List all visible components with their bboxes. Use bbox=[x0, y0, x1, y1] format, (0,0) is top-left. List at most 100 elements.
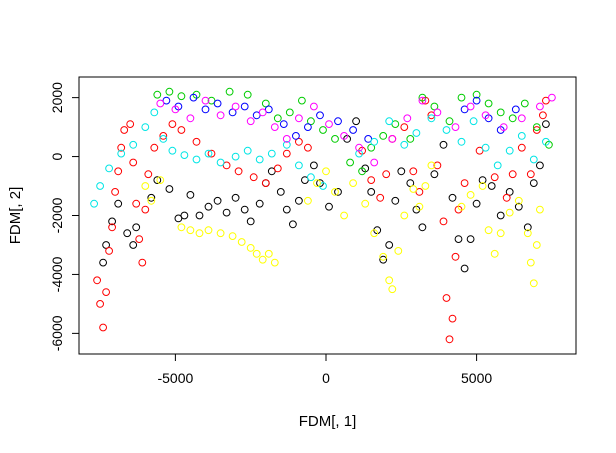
data-point bbox=[451, 123, 460, 131]
data-point bbox=[496, 229, 505, 238]
data-point bbox=[415, 188, 424, 196]
data-point bbox=[526, 258, 535, 267]
data-point bbox=[177, 92, 186, 101]
data-point bbox=[340, 211, 349, 220]
data-point bbox=[307, 117, 315, 126]
data-point bbox=[415, 202, 424, 211]
data-point bbox=[484, 99, 493, 108]
data-point bbox=[352, 117, 361, 126]
data-point bbox=[304, 123, 312, 131]
data-point bbox=[478, 182, 487, 190]
data-point bbox=[216, 229, 225, 238]
data-point bbox=[102, 241, 110, 249]
data-point bbox=[105, 164, 113, 173]
data-point bbox=[264, 105, 273, 114]
data-point bbox=[295, 114, 303, 123]
data-point bbox=[481, 111, 490, 120]
data-point bbox=[144, 170, 153, 179]
data-points bbox=[90, 87, 556, 344]
data-point bbox=[240, 205, 249, 214]
data-point bbox=[490, 249, 499, 258]
data-point bbox=[141, 123, 150, 131]
data-point bbox=[186, 114, 195, 123]
data-point bbox=[433, 108, 442, 117]
data-point bbox=[505, 208, 514, 217]
data-point bbox=[237, 238, 246, 246]
data-point bbox=[252, 249, 261, 258]
data-point bbox=[367, 188, 376, 196]
data-point bbox=[186, 226, 195, 235]
data-point bbox=[156, 99, 165, 108]
data-point bbox=[385, 276, 394, 285]
data-point bbox=[493, 161, 502, 170]
data-point bbox=[388, 135, 397, 143]
x-axis-label: FDM[, 1] bbox=[299, 413, 357, 430]
data-point bbox=[454, 235, 463, 244]
data-point bbox=[508, 114, 517, 123]
data-point bbox=[319, 126, 327, 134]
data-point bbox=[520, 99, 529, 108]
data-point bbox=[96, 182, 104, 190]
data-point bbox=[548, 93, 556, 102]
data-point bbox=[234, 167, 243, 176]
data-point bbox=[460, 264, 469, 273]
data-point bbox=[204, 149, 213, 158]
data-point bbox=[273, 164, 282, 173]
data-point bbox=[487, 182, 496, 190]
data-point bbox=[201, 96, 210, 105]
data-point bbox=[192, 137, 201, 146]
data-point bbox=[412, 129, 421, 137]
data-point bbox=[295, 137, 303, 146]
data-point bbox=[255, 155, 264, 164]
data-point bbox=[433, 161, 442, 170]
x-tick-label: 0 bbox=[322, 370, 330, 386]
data-point bbox=[331, 188, 339, 196]
data-point bbox=[213, 196, 222, 205]
data-point bbox=[379, 255, 388, 264]
data-point bbox=[216, 111, 225, 120]
data-point bbox=[279, 120, 288, 128]
data-point bbox=[285, 108, 294, 117]
y-tick-label: -6000 bbox=[49, 315, 65, 351]
data-point bbox=[536, 161, 544, 170]
data-point bbox=[216, 158, 225, 167]
data-point bbox=[542, 96, 550, 105]
data-point bbox=[370, 137, 379, 146]
data-point bbox=[442, 126, 451, 134]
data-point bbox=[409, 167, 418, 176]
data-point bbox=[96, 300, 104, 308]
data-point bbox=[397, 167, 406, 176]
data-point bbox=[529, 179, 538, 188]
data-point bbox=[536, 205, 544, 214]
data-point bbox=[472, 90, 481, 99]
data-point bbox=[243, 90, 252, 99]
data-point bbox=[195, 229, 204, 238]
data-point bbox=[129, 158, 138, 167]
data-point bbox=[99, 323, 107, 332]
data-point bbox=[542, 120, 550, 128]
data-point bbox=[382, 170, 391, 179]
data-point bbox=[255, 199, 264, 208]
data-point bbox=[310, 161, 318, 170]
data-point bbox=[427, 114, 436, 123]
data-point bbox=[517, 132, 526, 140]
data-point bbox=[523, 223, 532, 232]
data-point bbox=[258, 255, 267, 264]
data-point bbox=[126, 120, 135, 128]
y-tick-label: -4000 bbox=[49, 256, 65, 292]
data-point bbox=[289, 220, 297, 229]
data-point bbox=[298, 96, 306, 105]
data-point bbox=[358, 167, 367, 176]
data-point bbox=[532, 126, 541, 134]
data-point bbox=[171, 105, 180, 114]
data-point bbox=[114, 199, 123, 208]
data-point bbox=[367, 143, 376, 152]
data-point bbox=[406, 179, 415, 188]
data-point bbox=[132, 223, 141, 232]
data-point bbox=[304, 143, 312, 152]
data-point bbox=[141, 182, 150, 190]
data-point bbox=[418, 93, 427, 102]
data-point bbox=[120, 126, 129, 134]
data-point bbox=[129, 140, 138, 149]
data-point bbox=[295, 196, 303, 205]
